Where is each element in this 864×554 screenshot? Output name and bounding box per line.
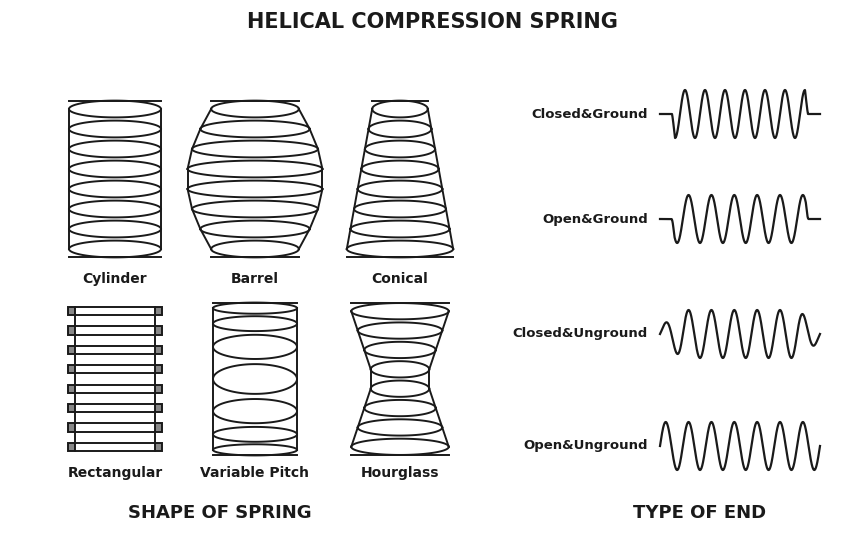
- FancyBboxPatch shape: [68, 365, 75, 373]
- Text: Variable Pitch: Variable Pitch: [200, 466, 309, 480]
- FancyBboxPatch shape: [68, 443, 75, 451]
- Text: Conical: Conical: [372, 272, 429, 286]
- FancyBboxPatch shape: [155, 346, 162, 354]
- FancyBboxPatch shape: [68, 423, 75, 432]
- Text: SHAPE OF SPRING: SHAPE OF SPRING: [128, 504, 312, 522]
- Text: Barrel: Barrel: [231, 272, 279, 286]
- Text: Closed&Unground: Closed&Unground: [512, 327, 648, 341]
- FancyBboxPatch shape: [155, 365, 162, 373]
- Text: Rectangular: Rectangular: [67, 466, 162, 480]
- Text: HELICAL COMPRESSION SPRING: HELICAL COMPRESSION SPRING: [246, 12, 618, 32]
- Text: Hourglass: Hourglass: [361, 466, 439, 480]
- FancyBboxPatch shape: [155, 443, 162, 451]
- Text: Cylinder: Cylinder: [83, 272, 148, 286]
- Text: Closed&Ground: Closed&Ground: [531, 107, 648, 121]
- FancyBboxPatch shape: [68, 346, 75, 354]
- FancyBboxPatch shape: [155, 307, 162, 315]
- FancyBboxPatch shape: [155, 384, 162, 393]
- Text: Open&Ground: Open&Ground: [543, 213, 648, 225]
- FancyBboxPatch shape: [155, 326, 162, 335]
- FancyBboxPatch shape: [68, 384, 75, 393]
- FancyBboxPatch shape: [68, 404, 75, 412]
- FancyBboxPatch shape: [68, 326, 75, 335]
- FancyBboxPatch shape: [155, 404, 162, 412]
- FancyBboxPatch shape: [68, 307, 75, 315]
- Text: TYPE OF END: TYPE OF END: [633, 504, 766, 522]
- Text: Open&Unground: Open&Unground: [524, 439, 648, 453]
- FancyBboxPatch shape: [155, 423, 162, 432]
